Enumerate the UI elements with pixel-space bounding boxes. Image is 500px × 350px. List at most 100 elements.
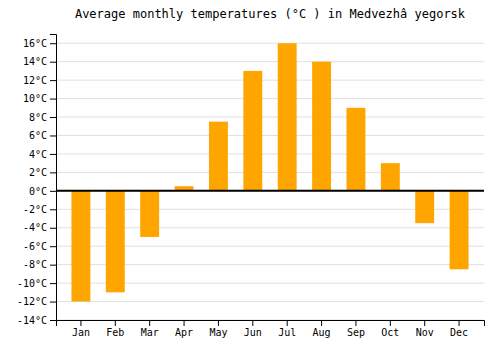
y-tick: 8°C [29, 112, 56, 123]
x-tick-mark [184, 320, 185, 326]
x-tick: Apr [175, 320, 193, 338]
y-tick-mark [50, 135, 56, 136]
y-tick-mark [50, 283, 56, 284]
x-tick-label: Jan [72, 327, 90, 338]
grid-line [56, 190, 484, 191]
y-tick-label: 0°C [29, 186, 47, 197]
y-tick: -2°C [23, 204, 56, 215]
x-tick: Aug [313, 320, 331, 338]
x-tick-mark [355, 320, 356, 326]
y-tick: 10°C [23, 93, 56, 104]
x-tick-mark [115, 320, 116, 326]
x-tick-label: Sep [347, 327, 365, 338]
x-tick: Mar [141, 320, 159, 338]
y-tick-label: 4°C [29, 149, 47, 160]
x-tick-mark [459, 320, 460, 326]
bar [450, 191, 469, 269]
x-tick-label: Oct [381, 327, 399, 338]
chart: -14°C -12°C -10°C -8°C -6°C -4°C -2°C 0°C 2°C 4°C… [0, 0, 500, 350]
y-tick-label: 14°C [23, 56, 47, 67]
bar [278, 43, 297, 191]
y-tick-label: -2°C [23, 204, 47, 215]
y-tick: 16°C [23, 38, 56, 49]
x-tick: Feb [106, 320, 124, 338]
y-tick-label: 10°C [23, 93, 47, 104]
y-tick-mark [50, 191, 56, 192]
y-tick-mark [50, 246, 56, 247]
x-tick: Jun [244, 320, 262, 338]
x-tick-mark [252, 320, 253, 326]
bar [209, 122, 228, 191]
y-tick-label: -8°C [23, 259, 47, 270]
y-tick-mark [50, 62, 56, 63]
x-tick-label: Nov [416, 327, 434, 338]
zero-line [56, 190, 484, 192]
y-tick-mark [50, 80, 56, 81]
y-tick-label: 12°C [23, 75, 47, 86]
x-tick-label: Apr [175, 327, 193, 338]
x-tick: Dec [450, 320, 468, 338]
y-tick-mark [50, 209, 56, 210]
x-axis-line [57, 321, 485, 327]
y-tick-label: 6°C [29, 130, 47, 141]
y-tick-label: 16°C [23, 38, 47, 49]
y-tick: -6°C [23, 241, 56, 252]
y-tick-mark [50, 172, 56, 173]
y-tick-mark [50, 265, 56, 266]
grid-line [56, 43, 484, 44]
bar [140, 191, 159, 237]
grid [56, 43, 484, 320]
y-tick-label: -14°C [17, 315, 47, 326]
y-tick: -10°C [17, 278, 56, 289]
y-tick: 14°C [23, 56, 56, 67]
x-tick-mark [149, 320, 150, 326]
grid-line [56, 80, 484, 81]
y-tick-label: -12°C [17, 296, 47, 307]
x-tick-label: May [209, 327, 227, 338]
y-tick-mark [50, 228, 56, 229]
bar [312, 62, 331, 191]
x-tick-label: Jul [278, 327, 296, 338]
y-tick: 12°C [23, 75, 56, 86]
grid-line [56, 153, 484, 154]
bar [106, 191, 125, 292]
bar [381, 163, 400, 191]
x-tick: May [209, 320, 227, 338]
bar [346, 108, 365, 191]
y-tick-mark [50, 99, 56, 100]
y-axis-line [50, 35, 57, 321]
y-tick-mark [50, 117, 56, 118]
x-tick: Jul [278, 320, 296, 338]
x-tick: Jan [72, 320, 90, 338]
grid-line [56, 117, 484, 118]
y-tick: 6°C [29, 130, 56, 141]
y-tick: -12°C [17, 296, 56, 307]
x-tick-label: Dec [450, 327, 468, 338]
grid-line [56, 135, 484, 136]
x-tick-label: Feb [106, 327, 124, 338]
bar [415, 191, 434, 223]
y-tick-label: -4°C [23, 222, 47, 233]
x-tick-mark [218, 320, 219, 326]
y-tick: 4°C [29, 149, 56, 160]
grid-line [56, 98, 484, 99]
bars [71, 43, 468, 301]
x-tick-label: Jun [244, 327, 262, 338]
y-tick-mark [50, 302, 56, 303]
x-axis: Jan Feb Mar Apr May Jun Jul Aug Sep Oct Nov Dec [57, 320, 485, 338]
y-tick-label: 8°C [29, 112, 47, 123]
y-tick: 0°C [29, 186, 56, 197]
bar [71, 191, 90, 302]
y-tick: -4°C [23, 222, 56, 233]
y-axis: -14°C -12°C -10°C -8°C -6°C -4°C -2°C 0°C 2°C 4°C… [17, 35, 57, 326]
grid-line [56, 61, 484, 62]
y-tick: 2°C [29, 167, 56, 178]
y-tick-mark [50, 154, 56, 155]
title: Average monthly temperatures (°C ) in Me… [75, 7, 466, 21]
grid-line [56, 172, 484, 173]
x-tick-label: Mar [141, 327, 159, 338]
y-tick-label: 2°C [29, 167, 47, 178]
x-tick-mark [424, 320, 425, 326]
grid-line [56, 301, 484, 302]
x-tick-mark [80, 320, 81, 326]
